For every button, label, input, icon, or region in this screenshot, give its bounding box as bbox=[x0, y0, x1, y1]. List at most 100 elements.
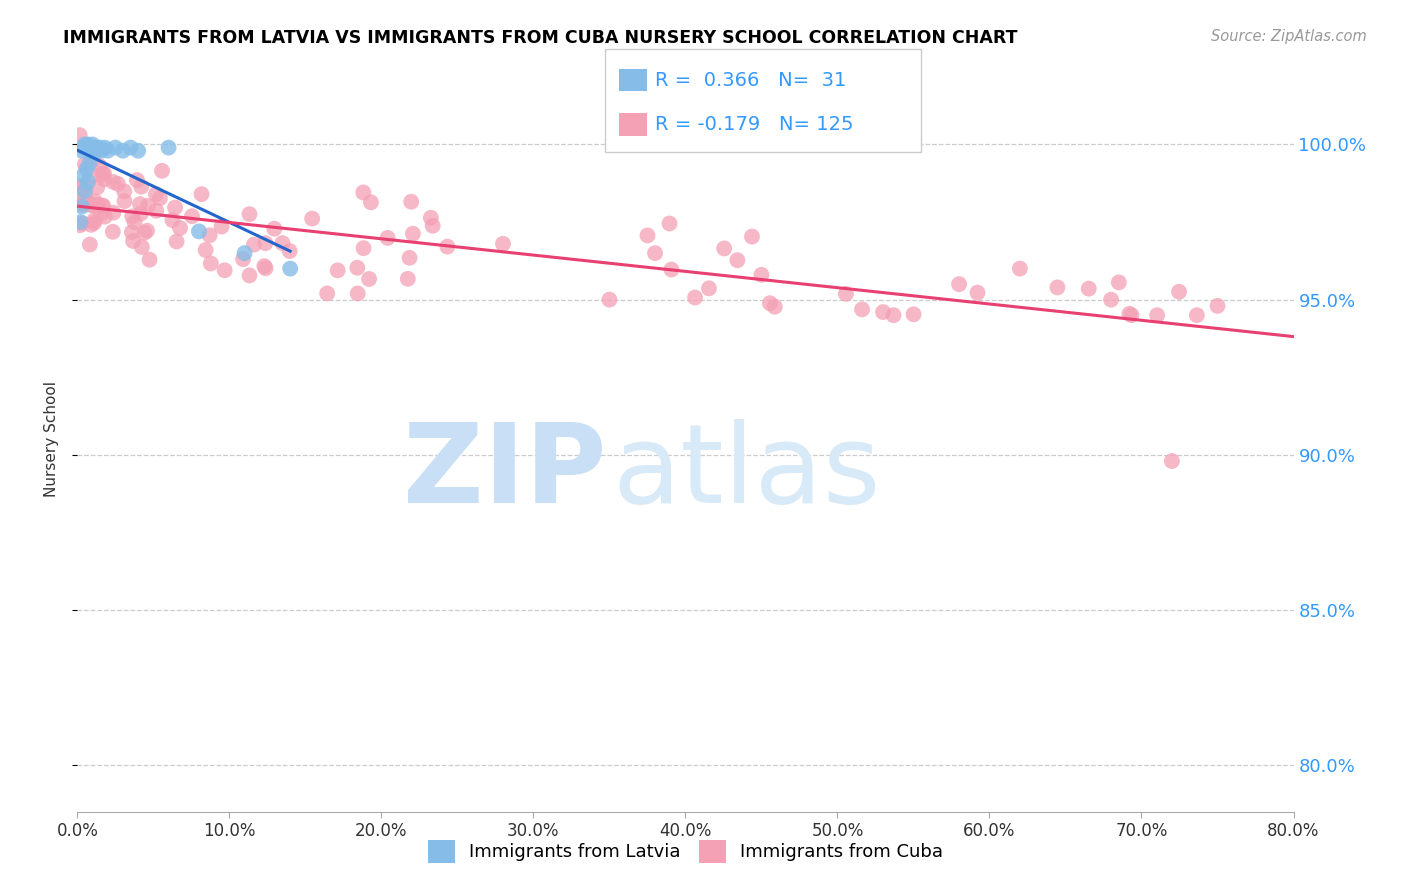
Text: R = -0.179   N= 125: R = -0.179 N= 125 bbox=[655, 115, 853, 135]
Point bbox=[396, 272, 419, 286]
Point bbox=[238, 268, 260, 283]
Point bbox=[114, 194, 136, 208]
Point bbox=[121, 225, 143, 239]
Point bbox=[492, 236, 515, 251]
Point bbox=[301, 211, 323, 226]
Point bbox=[75, 140, 97, 154]
Point bbox=[136, 199, 159, 213]
Point bbox=[316, 286, 339, 301]
Point bbox=[751, 268, 773, 282]
Point bbox=[82, 146, 104, 161]
Point bbox=[72, 216, 94, 230]
Point bbox=[150, 164, 173, 178]
Point bbox=[966, 285, 988, 300]
Point bbox=[1077, 282, 1099, 296]
Point bbox=[120, 140, 142, 154]
Point bbox=[82, 198, 104, 212]
Point bbox=[1121, 308, 1143, 322]
Point bbox=[72, 169, 94, 183]
Text: R =  0.366   N=  31: R = 0.366 N= 31 bbox=[655, 70, 846, 90]
Point bbox=[162, 213, 184, 227]
Point bbox=[70, 197, 93, 211]
Point bbox=[80, 198, 103, 212]
Point bbox=[83, 216, 105, 230]
Point bbox=[82, 137, 104, 152]
Point bbox=[169, 221, 191, 235]
Point bbox=[79, 156, 101, 170]
Point bbox=[90, 206, 112, 220]
Point bbox=[72, 140, 94, 154]
Point bbox=[238, 207, 260, 221]
Point bbox=[90, 144, 112, 158]
Point bbox=[80, 218, 103, 232]
Point bbox=[84, 194, 107, 209]
Point bbox=[741, 229, 763, 244]
Point bbox=[75, 178, 97, 193]
Point bbox=[131, 240, 153, 254]
Point bbox=[91, 199, 114, 213]
Point bbox=[157, 140, 180, 154]
Point bbox=[346, 260, 368, 275]
Point bbox=[359, 272, 381, 286]
Point bbox=[422, 219, 444, 233]
Point bbox=[79, 140, 101, 154]
Point bbox=[436, 240, 458, 254]
Point bbox=[79, 237, 101, 252]
Point bbox=[346, 286, 368, 301]
Point bbox=[112, 184, 135, 198]
Point bbox=[91, 167, 114, 181]
Point bbox=[1108, 276, 1130, 290]
Point bbox=[77, 137, 100, 152]
Point bbox=[136, 224, 159, 238]
Point bbox=[637, 228, 659, 243]
Point bbox=[1185, 308, 1208, 322]
Point bbox=[851, 302, 873, 317]
Point bbox=[134, 226, 156, 240]
Point bbox=[165, 201, 187, 215]
Point bbox=[1099, 293, 1122, 307]
Point bbox=[658, 217, 681, 231]
Point bbox=[188, 224, 211, 238]
Point bbox=[93, 166, 115, 180]
Point bbox=[377, 231, 399, 245]
Point bbox=[70, 200, 93, 214]
Point bbox=[69, 219, 91, 233]
Text: Source: ZipAtlas.com: Source: ZipAtlas.com bbox=[1211, 29, 1367, 44]
Point bbox=[763, 300, 786, 314]
Point bbox=[253, 259, 276, 273]
Point bbox=[129, 179, 152, 194]
Point bbox=[398, 251, 420, 265]
Point bbox=[73, 197, 96, 211]
Text: IMMIGRANTS FROM LATVIA VS IMMIGRANTS FROM CUBA NURSERY SCHOOL CORRELATION CHART: IMMIGRANTS FROM LATVIA VS IMMIGRANTS FRO… bbox=[63, 29, 1018, 46]
Point bbox=[122, 234, 145, 248]
Point bbox=[124, 215, 146, 229]
Point bbox=[129, 206, 152, 220]
Y-axis label: Nursery School: Nursery School bbox=[44, 381, 59, 498]
Point bbox=[86, 180, 108, 194]
Point bbox=[125, 173, 148, 187]
Point bbox=[89, 159, 111, 173]
Point bbox=[271, 236, 294, 251]
Point bbox=[835, 286, 858, 301]
Text: atlas: atlas bbox=[613, 419, 882, 526]
Point bbox=[77, 175, 100, 189]
Point bbox=[93, 140, 115, 154]
Point bbox=[353, 241, 375, 255]
Point bbox=[87, 198, 110, 212]
Point bbox=[149, 191, 172, 205]
Point bbox=[72, 193, 94, 207]
Point bbox=[352, 186, 374, 200]
Point bbox=[1008, 261, 1031, 276]
Point bbox=[82, 168, 104, 182]
Point bbox=[661, 262, 683, 277]
Point bbox=[598, 293, 620, 307]
Point bbox=[200, 256, 222, 270]
Point bbox=[254, 261, 277, 276]
Point bbox=[198, 228, 221, 243]
Point bbox=[254, 236, 277, 251]
Point bbox=[263, 221, 285, 235]
Point bbox=[80, 140, 103, 154]
Point bbox=[91, 199, 114, 213]
Point bbox=[232, 252, 254, 266]
Point bbox=[233, 246, 256, 260]
